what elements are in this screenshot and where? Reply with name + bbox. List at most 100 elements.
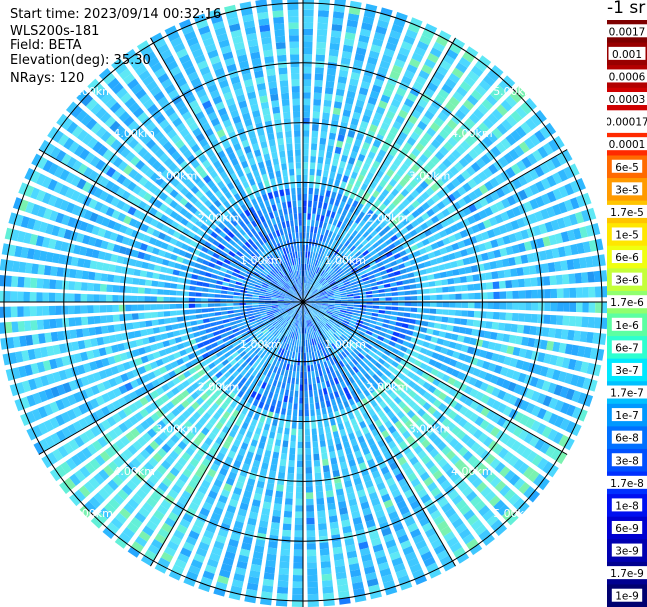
ppi-range-bin bbox=[332, 404, 339, 412]
ppi-range-bin bbox=[239, 502, 249, 511]
ppi-range-bin bbox=[400, 227, 409, 235]
ppi-range-bin bbox=[355, 276, 362, 281]
ppi-range-bin bbox=[208, 431, 217, 441]
ppi-range-bin bbox=[473, 108, 485, 120]
ppi-range-bin bbox=[297, 333, 300, 340]
ppi-range-bin bbox=[307, 339, 310, 347]
ppi-range-bin bbox=[316, 29, 328, 37]
ppi-range-bin bbox=[337, 449, 345, 457]
ppi-range-bin bbox=[385, 387, 393, 396]
ppi-range-bin bbox=[284, 322, 290, 329]
ppi-range-bin bbox=[426, 81, 439, 93]
ppi-range-bin bbox=[449, 438, 459, 448]
ppi-range-bin bbox=[215, 350, 224, 358]
ppi-range-bin bbox=[312, 377, 316, 385]
ppi-range-bin bbox=[106, 284, 114, 293]
ppi-range-bin bbox=[303, 3, 314, 10]
ppi-range-bin bbox=[368, 50, 380, 60]
ppi-range-bin bbox=[112, 412, 122, 424]
ppi-range-bin bbox=[415, 256, 424, 263]
ppi-range-bin bbox=[326, 311, 333, 315]
ppi-range-bin bbox=[413, 393, 422, 403]
ppi-range-bin bbox=[395, 231, 404, 239]
ppi-range-bin bbox=[430, 182, 440, 192]
ppi-range-bin bbox=[398, 302, 405, 306]
ppi-range-bin bbox=[570, 243, 579, 256]
ppi-range-bin bbox=[346, 426, 354, 435]
ppi-range-bin bbox=[120, 435, 131, 446]
ppi-range-bin bbox=[490, 331, 498, 340]
ppi-range-bin bbox=[295, 498, 303, 506]
ppi-range-bin bbox=[332, 311, 340, 316]
ppi-range-bin bbox=[525, 118, 537, 131]
ppi-range-bin bbox=[373, 404, 382, 413]
ppi-range-bin bbox=[442, 309, 449, 315]
ppi-range-bin bbox=[312, 447, 319, 455]
ppi-range-bin bbox=[571, 390, 581, 403]
ppi-range-bin bbox=[140, 355, 149, 364]
ppi-range-bin bbox=[281, 536, 291, 544]
ppi-range-bin bbox=[363, 346, 370, 353]
ppi-range-bin bbox=[122, 361, 131, 371]
ppi-range-bin bbox=[202, 318, 210, 324]
ppi-range-bin bbox=[321, 302, 329, 305]
ppi-range-bin bbox=[250, 333, 257, 340]
ppi-range-bin bbox=[508, 334, 517, 344]
ppi-range-bin bbox=[536, 237, 545, 249]
ppi-range-bin bbox=[535, 378, 545, 390]
ppi-range-bin bbox=[208, 362, 216, 370]
ppi-range-bin bbox=[298, 320, 301, 328]
ppi-range-bin bbox=[84, 429, 96, 441]
ppi-range-bin bbox=[369, 180, 378, 189]
ppi-range-bin bbox=[409, 563, 422, 574]
ppi-range-bin bbox=[233, 295, 240, 299]
ppi-range-bin bbox=[482, 360, 491, 370]
ppi-range-bin bbox=[202, 313, 209, 318]
ppi-range-bin bbox=[299, 320, 302, 328]
ppi-range-bin bbox=[252, 292, 260, 296]
ppi-range-bin bbox=[355, 47, 367, 56]
ppi-range-bin bbox=[416, 40, 429, 51]
ppi-range-bin bbox=[408, 389, 417, 399]
ppi-range-bin bbox=[436, 201, 446, 210]
ppi-range-bin bbox=[354, 216, 362, 225]
ppi-range-bin bbox=[341, 322, 349, 327]
ppi-range-bin bbox=[429, 308, 437, 314]
ppi-range-bin bbox=[577, 345, 586, 358]
ppi-range-bin bbox=[222, 516, 233, 526]
ppi-range-bin bbox=[224, 340, 232, 347]
ppi-range-bin bbox=[436, 371, 445, 380]
ppi-range-bin bbox=[144, 393, 154, 403]
ppi-range-bin bbox=[304, 409, 309, 417]
ppi-range-bin bbox=[382, 258, 390, 265]
ppi-range-bin bbox=[308, 258, 312, 265]
ppi-range-bin bbox=[592, 332, 601, 345]
ppi-range-bin bbox=[406, 204, 416, 213]
ppi-range-bin bbox=[307, 313, 311, 320]
ppi-range-bin bbox=[460, 363, 470, 372]
ppi-range-bin bbox=[98, 469, 110, 481]
ppi-range-bin bbox=[262, 318, 270, 323]
ppi-range-bin bbox=[498, 80, 511, 93]
ppi-range-bin bbox=[563, 302, 570, 312]
ppi-range-bin bbox=[316, 376, 321, 384]
ppi-range-bin bbox=[583, 346, 592, 359]
ppi-range-bin bbox=[450, 114, 462, 125]
ppi-range-bin bbox=[334, 559, 345, 567]
ppi-range-bin bbox=[348, 432, 356, 441]
ppi-range-bin bbox=[382, 278, 390, 284]
ppi-range-bin bbox=[328, 245, 334, 253]
ppi-range-bin bbox=[115, 333, 123, 342]
ppi-range-bin bbox=[403, 395, 412, 404]
ppi-range-bin bbox=[328, 132, 337, 140]
ppi-range-bin bbox=[327, 373, 333, 381]
ppi-range-bin bbox=[276, 316, 283, 321]
ppi-range-bin bbox=[384, 314, 391, 320]
ppi-range-bin bbox=[494, 214, 504, 224]
ppi-range-bin bbox=[268, 470, 277, 478]
ppi-range-bin bbox=[275, 599, 288, 607]
ppi-range-bin bbox=[137, 436, 148, 447]
ppi-range-bin bbox=[364, 432, 373, 441]
ppi-range-bin bbox=[337, 283, 345, 288]
ppi-range-bin bbox=[183, 370, 192, 379]
